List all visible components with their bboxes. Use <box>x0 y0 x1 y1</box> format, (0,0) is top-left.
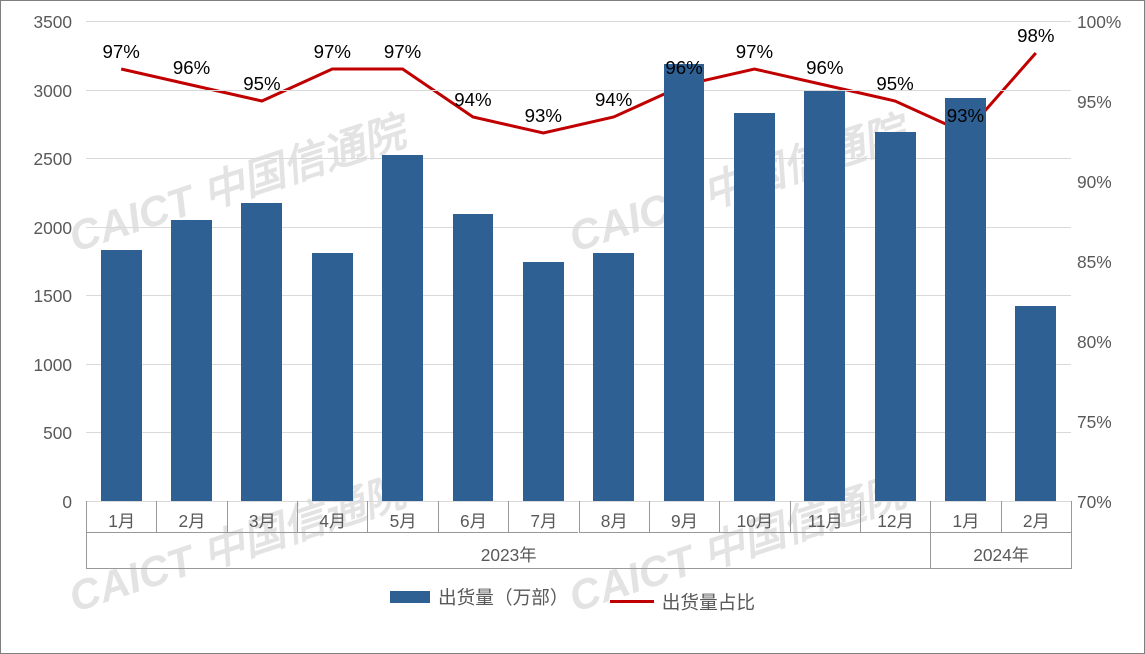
year-cell: 2023年 <box>86 533 930 569</box>
y-left-tick: 1000 <box>33 355 72 376</box>
bar <box>875 132 916 501</box>
month-cell: 5月 <box>367 501 437 533</box>
pct-label: 97% <box>384 41 421 63</box>
bar <box>523 262 564 501</box>
pct-label: 96% <box>173 57 210 79</box>
month-cell: 2月 <box>156 501 226 533</box>
pct-label: 96% <box>665 57 702 79</box>
y-left-tick: 0 <box>62 492 72 513</box>
bar <box>804 91 845 501</box>
month-cell: 2月 <box>1001 501 1071 533</box>
legend-swatch-bar <box>390 591 430 603</box>
month-cell: 1月 <box>930 501 1000 533</box>
bar <box>382 155 423 501</box>
bar <box>945 98 986 501</box>
year-cell: 2024年 <box>930 533 1071 569</box>
chart-container: CAICT 中国信通院CAICT 中国信通院CAICT 中国信通院CAICT 中… <box>0 0 1145 654</box>
month-cell: 6月 <box>438 501 508 533</box>
month-cell: 1月 <box>86 501 156 533</box>
legend: 出货量（万部） 出货量占比 <box>1 583 1144 615</box>
month-cell: 12月 <box>860 501 930 533</box>
y-left-tick: 3500 <box>33 12 72 33</box>
bar <box>593 253 634 501</box>
y-left-tick: 3000 <box>33 81 72 102</box>
month-cell: 11月 <box>790 501 860 533</box>
bar <box>312 253 353 501</box>
pct-label: 95% <box>243 73 280 95</box>
gridline <box>86 158 1071 159</box>
month-cell: 3月 <box>227 501 297 533</box>
pct-label: 95% <box>876 73 913 95</box>
gridline <box>86 21 1071 22</box>
legend-item-line: 出货量占比 <box>610 588 755 615</box>
y-right-tick: 85% <box>1077 252 1112 273</box>
y-right-tick: 70% <box>1077 492 1112 513</box>
bar <box>664 64 705 501</box>
bar <box>101 250 142 501</box>
y-right-tick: 90% <box>1077 172 1112 193</box>
plot-area: 97% 96% 95% 97% 97% 94% 93% 94% 96% 97% 96% 95% 93% 9… <box>86 21 1071 501</box>
month-cell: 8月 <box>579 501 649 533</box>
legend-swatch-line <box>610 600 654 603</box>
y-right-tick: 100% <box>1077 12 1121 33</box>
y-axis-right: 70% 75% 80% 85% 90% 95% 100% <box>1077 1 1144 653</box>
pct-label: 93% <box>947 105 984 127</box>
y-axis-left: 0 500 1000 1500 2000 2500 3000 3500 <box>1 1 80 653</box>
y-right-tick: 95% <box>1077 92 1112 113</box>
pct-label: 94% <box>454 89 491 111</box>
legend-item-bar: 出货量（万部） <box>390 583 569 610</box>
y-right-tick: 80% <box>1077 332 1112 353</box>
bar <box>734 113 775 501</box>
y-left-tick: 500 <box>43 423 72 444</box>
gridline <box>86 364 1071 365</box>
y-right-tick: 75% <box>1077 412 1112 433</box>
line-series <box>86 21 1071 501</box>
gridline <box>86 295 1071 296</box>
pct-label: 97% <box>314 41 351 63</box>
y-left-tick: 2000 <box>33 218 72 239</box>
bar <box>453 214 494 501</box>
bar <box>241 203 282 501</box>
x-axis: 1月2月3月4月5月6月7月8月9月10月11月12月1月2月2023年2024… <box>86 501 1071 573</box>
legend-bar-label: 出货量（万部） <box>438 583 569 610</box>
gridline <box>86 90 1071 91</box>
month-cell: 7月 <box>508 501 578 533</box>
gridline <box>86 432 1071 433</box>
y-left-tick: 2500 <box>33 149 72 170</box>
pct-label: 94% <box>595 89 632 111</box>
bar <box>171 220 212 501</box>
month-cell: 9月 <box>649 501 719 533</box>
month-cell: 10月 <box>719 501 789 533</box>
month-cell: 4月 <box>297 501 367 533</box>
pct-label: 96% <box>806 57 843 79</box>
bar <box>1015 306 1056 501</box>
legend-line-label: 出货量占比 <box>662 588 755 615</box>
pct-label: 93% <box>525 105 562 127</box>
gridline <box>86 227 1071 228</box>
pct-label: 98% <box>1017 25 1054 47</box>
pct-label: 97% <box>736 41 773 63</box>
y-left-tick: 1500 <box>33 286 72 307</box>
pct-label: 97% <box>103 41 140 63</box>
